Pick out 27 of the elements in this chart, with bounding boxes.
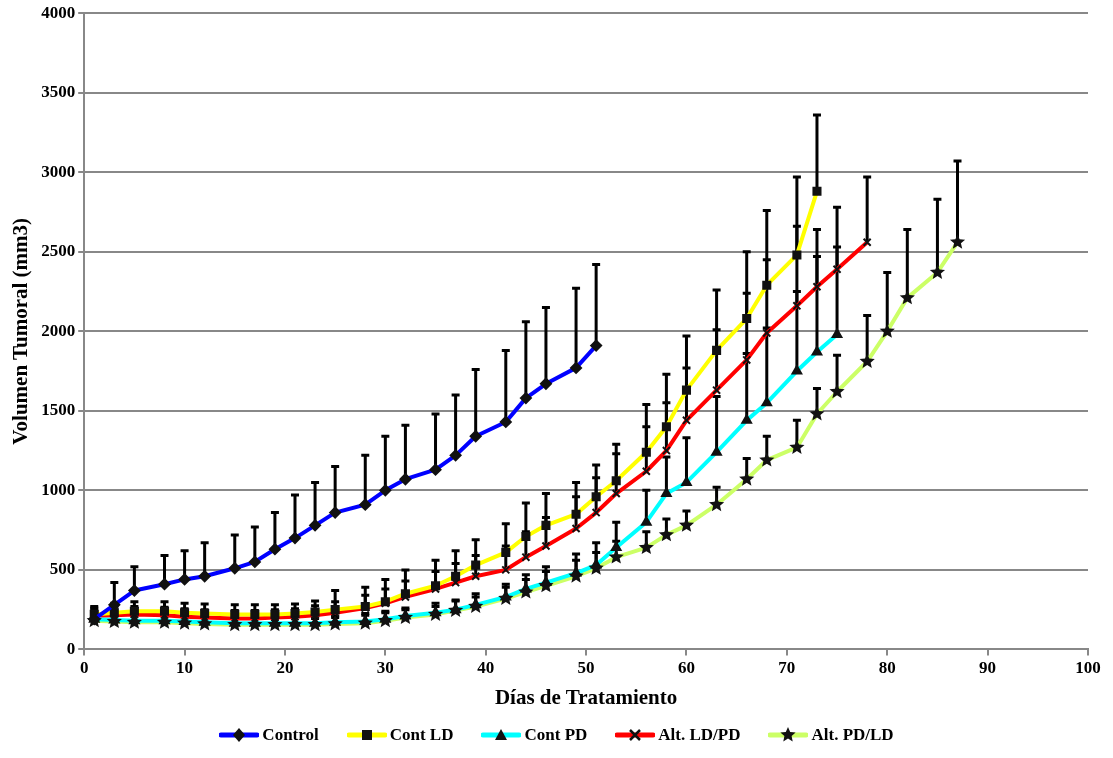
y-tick-label: 0 bbox=[66, 638, 76, 658]
legend-label: Alt. LD/PD bbox=[658, 725, 741, 745]
x-tick-label: 80 bbox=[878, 657, 896, 677]
y-tick-label: 3000 bbox=[41, 161, 76, 181]
y-tick-label: 2000 bbox=[41, 320, 76, 340]
x-tick-label: 60 bbox=[677, 657, 695, 677]
y-tick-label: 1000 bbox=[41, 479, 76, 499]
x-tick-label: 20 bbox=[276, 657, 294, 677]
y-tick-label: 2500 bbox=[41, 241, 76, 261]
x-axis-title: Días de Tratamiento bbox=[494, 684, 678, 709]
x-tick-label: 100 bbox=[1075, 657, 1101, 677]
x-tick-label: 70 bbox=[778, 657, 796, 677]
x-tick-label: 90 bbox=[979, 657, 997, 677]
x-tick-label: 30 bbox=[376, 657, 394, 677]
legend-label: Control bbox=[262, 725, 319, 745]
y-axis-title: Volumen Tumoral (mm3) bbox=[8, 217, 33, 445]
y-tick-label: 3500 bbox=[41, 82, 76, 102]
legend-label: Cont LD bbox=[389, 725, 454, 745]
x-tick-label: 0 bbox=[79, 657, 89, 677]
x-tick-label: 40 bbox=[477, 657, 495, 677]
y-tick-label: 4000 bbox=[41, 2, 76, 22]
y-tick-label: 500 bbox=[49, 559, 76, 579]
legend-label: Alt. PD/LD bbox=[811, 725, 894, 745]
y-tick-label: 1500 bbox=[41, 400, 76, 420]
x-tick-label: 50 bbox=[577, 657, 595, 677]
x-tick-label: 10 bbox=[176, 657, 194, 677]
legend-label: Cont PD bbox=[524, 725, 588, 745]
